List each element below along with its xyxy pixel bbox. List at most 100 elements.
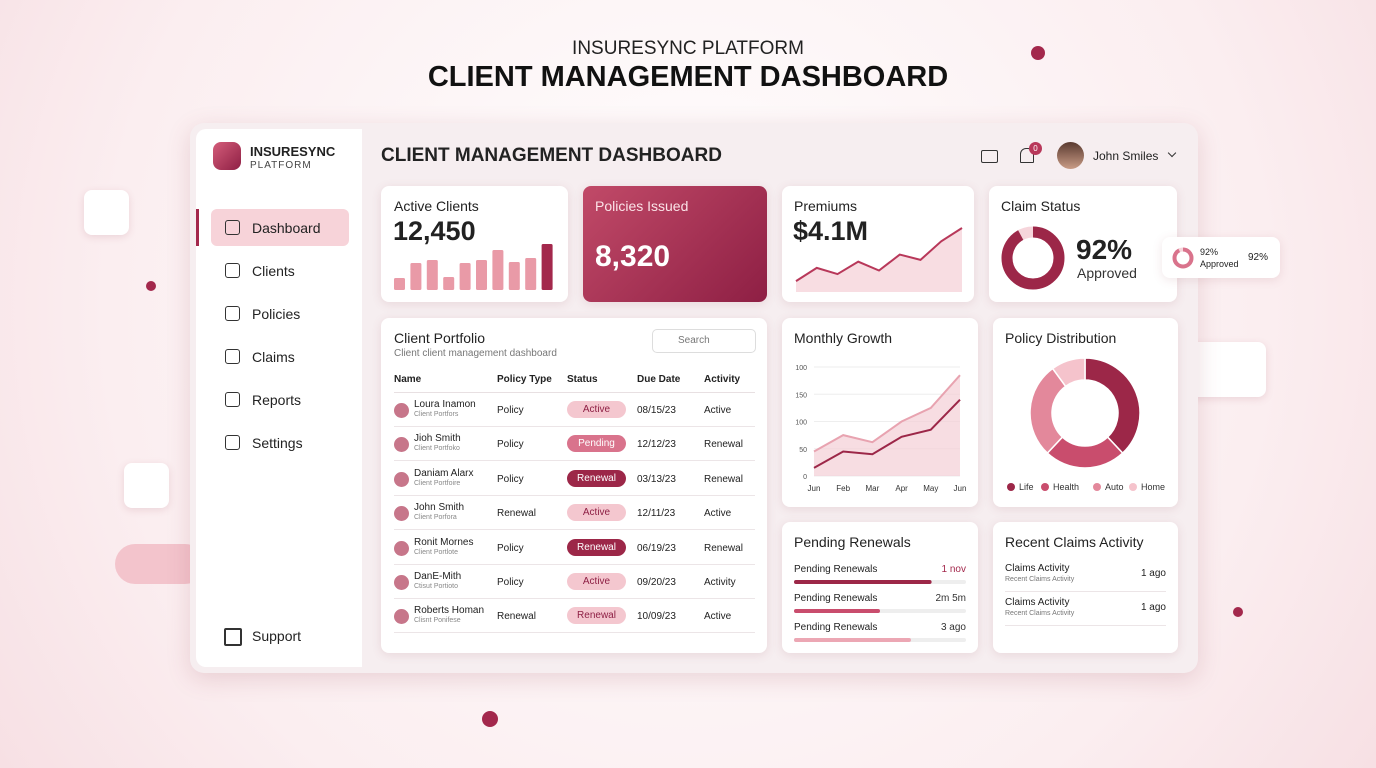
distribution-title: Policy Distribution (1005, 330, 1117, 346)
renewal-value: 1 nov (941, 564, 966, 575)
client-sub: Ctisut Portioto (414, 583, 458, 590)
row-rule (394, 494, 755, 496)
nav-item[interactable]: Policies (252, 306, 301, 322)
status-pill: Renewal (567, 607, 626, 625)
nav-active-bg (211, 209, 349, 246)
due-date: 09/20/23 (637, 577, 676, 588)
card-label: Policies Issued (595, 198, 689, 214)
badge-caption: Approved (1200, 259, 1239, 269)
portfolio-subtitle: Client client management dashboard (394, 348, 557, 359)
due-date: 12/11/23 (637, 508, 676, 520)
claim-title: Claims Activity (1005, 563, 1070, 574)
avatar (394, 540, 409, 556)
renewal-value: 2m 5m (935, 593, 966, 604)
card-label: Premiums (794, 198, 858, 214)
claim-time: 1 ago (1140, 568, 1166, 579)
nav-item[interactable]: Claims (252, 349, 295, 365)
avatar[interactable] (1057, 142, 1084, 169)
client-sub: Clisnt Ponifese (414, 617, 461, 625)
avatar (394, 471, 409, 487)
card-distribution (993, 318, 1178, 507)
nav-item[interactable]: Clients (252, 263, 295, 279)
policy-type: Policy (497, 405, 524, 416)
column-header: Name (394, 374, 422, 385)
row-rule (394, 563, 755, 565)
logo (213, 142, 241, 170)
avatar (394, 575, 409, 590)
activity: Renewal (704, 473, 743, 485)
mail-icon[interactable] (981, 150, 998, 163)
brand-sub: PLATFORM (250, 160, 312, 171)
nav-item[interactable]: Reports (252, 392, 302, 408)
avatar (394, 506, 409, 522)
activity: Active (704, 508, 732, 520)
recent-title: Recent Claims Activity (1005, 534, 1144, 550)
claim-rule (1005, 625, 1166, 626)
column-header: Policy Type (497, 374, 552, 385)
nav-active-bar (196, 209, 199, 246)
renewal-value: 3 ago (940, 622, 966, 633)
client-sub: Client Portlote (414, 548, 458, 556)
nav-icon (225, 306, 240, 321)
claim-rule (1005, 591, 1166, 592)
column-header: Due Date (637, 374, 681, 385)
card-policies-issued (583, 186, 767, 302)
topbar-title: CLIENT MANAGEMENT DASHBOARD (381, 145, 722, 166)
card-label: Active Clients (394, 198, 479, 214)
search-placeholder[interactable]: Search (678, 335, 710, 346)
user-name[interactable]: John Smiles (1093, 149, 1159, 163)
avatar (394, 609, 409, 625)
header-title: CLIENT MANAGEMENT DASHBOARD (427, 61, 949, 93)
client-sub: Client Portfoko (414, 445, 460, 453)
activity: Renewal (704, 542, 743, 554)
renewal-label: Pending Renewals (794, 564, 878, 575)
status-pill: Active (567, 504, 626, 522)
header-subtitle: INSURESYNC PLATFORM (572, 38, 804, 59)
table-rule (394, 392, 755, 393)
portfolio-title: Client Portfolio (394, 330, 486, 346)
deco-dot (482, 711, 498, 727)
card-value: $4.1M (793, 216, 869, 246)
due-date: 03/13/23 (637, 473, 676, 485)
row-rule (394, 426, 755, 427)
activity: Activity (704, 577, 736, 588)
client-sub: Client Porfora (414, 514, 457, 522)
client-sub: Client Portfors (414, 411, 459, 418)
support-icon (224, 628, 242, 646)
column-header: Activity (704, 374, 741, 385)
policy-type: Renewal (497, 508, 536, 520)
due-date: 08/15/23 (637, 405, 676, 416)
pending-title: Pending Renewals (794, 534, 911, 550)
status-pill: Active (567, 573, 626, 590)
policy-type: Policy (497, 542, 524, 554)
nav-item[interactable]: Dashboard (252, 220, 321, 236)
client-name: Daniam Alarx (414, 467, 474, 479)
column-header: Status (567, 374, 598, 385)
bell-icon[interactable] (1020, 148, 1034, 163)
activity: Renewal (704, 439, 743, 451)
status-pill: Renewal (567, 469, 626, 487)
client-name: DanE-Mith (414, 571, 462, 582)
brand: INSURESYNC (250, 144, 336, 159)
search-box[interactable] (652, 329, 756, 353)
deco-dot (1233, 607, 1243, 617)
card-monthly-growth (782, 318, 978, 507)
claim-sub: Recent Claims Activity (1005, 610, 1075, 617)
nav-item[interactable]: Settings (252, 435, 303, 451)
renewal-label: Pending Renewals (794, 622, 878, 633)
policy-type: Policy (497, 473, 524, 485)
claim-title: Claims Activity (1005, 597, 1070, 608)
card-value: 12,450 (393, 216, 476, 246)
client-sub: Client Portfoire (414, 479, 461, 487)
client-name: Jioh Smith (414, 433, 461, 445)
nav-icon (225, 263, 240, 278)
deco-icon (124, 463, 169, 508)
growth-title: Monthly Growth (794, 330, 893, 346)
nav-support[interactable]: Support (252, 628, 302, 644)
due-date: 06/19/23 (637, 542, 676, 554)
claim-time: 1 ago (1140, 602, 1166, 613)
status-pill: Active (567, 401, 626, 418)
notification-count: 0 (1029, 142, 1042, 155)
policy-type: Renewal (497, 611, 536, 623)
